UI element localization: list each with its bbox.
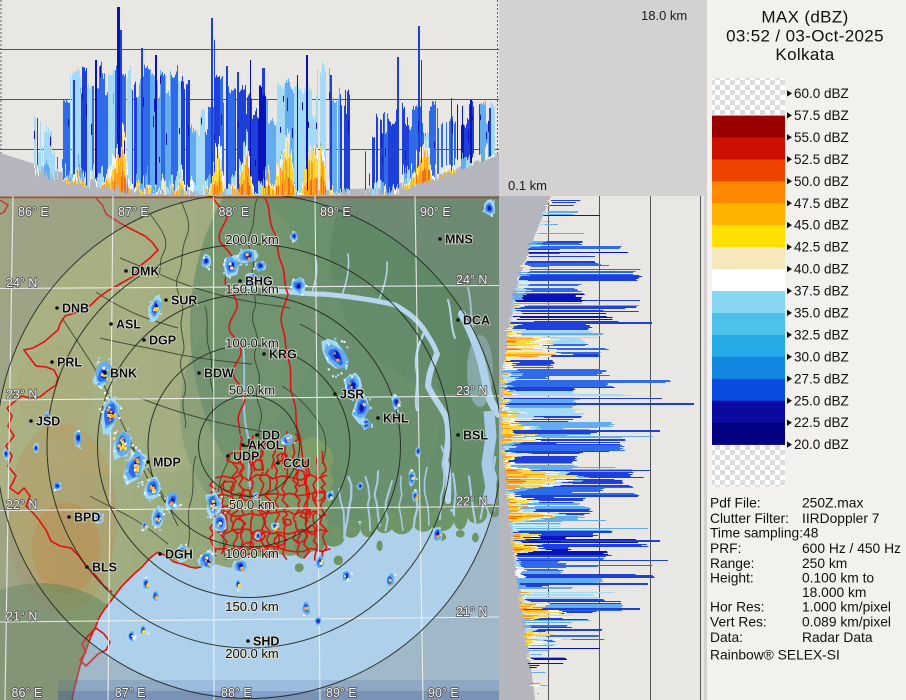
- svg-text:PRF:: PRF:: [710, 541, 741, 556]
- svg-text:DGP: DGP: [149, 334, 176, 348]
- svg-text:PRL: PRL: [57, 356, 82, 370]
- svg-text:86° E: 86° E: [18, 205, 49, 219]
- svg-text:88° E: 88° E: [221, 686, 252, 700]
- svg-text:DNB: DNB: [62, 302, 89, 316]
- svg-text:Radar Data: Radar Data: [802, 630, 873, 645]
- svg-text:18.0 km: 18.0 km: [641, 8, 687, 23]
- svg-text:23° N: 23° N: [456, 384, 487, 398]
- svg-text:Pdf File:: Pdf File:: [710, 496, 761, 511]
- svg-text:47.5 dBZ: 47.5 dBZ: [794, 196, 849, 211]
- svg-text:24° N: 24° N: [6, 276, 37, 290]
- svg-text:Clutter Filter:: Clutter Filter:: [710, 511, 789, 526]
- svg-text:Time sampling:48: Time sampling:48: [710, 526, 819, 541]
- svg-text:DCA: DCA: [463, 314, 490, 328]
- svg-text:32.5 dBZ: 32.5 dBZ: [794, 328, 849, 343]
- svg-text:1.000 km/pixel: 1.000 km/pixel: [802, 600, 891, 615]
- svg-text:100.0 km: 100.0 km: [225, 336, 278, 351]
- svg-text:600 Hz / 450 Hz: 600 Hz / 450 Hz: [802, 541, 901, 556]
- svg-text:87° E: 87° E: [115, 686, 146, 700]
- svg-text:250 km: 250 km: [802, 556, 847, 571]
- svg-text:BPD: BPD: [74, 511, 100, 525]
- svg-text:BHG: BHG: [245, 275, 273, 289]
- svg-text:JSD: JSD: [36, 415, 60, 429]
- svg-text:IIRDoppler 7: IIRDoppler 7: [802, 511, 879, 526]
- svg-text:DD: DD: [262, 429, 280, 443]
- svg-text:37.5 dBZ: 37.5 dBZ: [794, 284, 849, 299]
- svg-text:250Z.max: 250Z.max: [802, 496, 863, 511]
- svg-text:BLS: BLS: [92, 561, 117, 575]
- svg-text:30.0 dBZ: 30.0 dBZ: [794, 349, 849, 364]
- svg-text:MDP: MDP: [153, 456, 181, 470]
- svg-text:03:52 / 03-Oct-2025: 03:52 / 03-Oct-2025: [726, 27, 884, 46]
- svg-text:40.0 dBZ: 40.0 dBZ: [794, 262, 849, 277]
- svg-text:90° E: 90° E: [420, 205, 451, 219]
- svg-text:27.5 dBZ: 27.5 dBZ: [794, 371, 849, 386]
- svg-text:DGH: DGH: [165, 548, 193, 562]
- svg-text:52.5 dBZ: 52.5 dBZ: [794, 152, 849, 167]
- svg-text:45.0 dBZ: 45.0 dBZ: [794, 218, 849, 233]
- svg-text:KRG: KRG: [269, 348, 297, 362]
- svg-text:200.0 km: 200.0 km: [225, 232, 278, 247]
- svg-text:Range:: Range:: [710, 556, 755, 571]
- svg-text:ASL: ASL: [116, 318, 141, 332]
- svg-text:MAX (dBZ): MAX (dBZ): [761, 8, 848, 27]
- svg-text:88° E: 88° E: [219, 205, 250, 219]
- svg-text:90° E: 90° E: [428, 686, 459, 700]
- svg-text:87° E: 87° E: [118, 205, 149, 219]
- svg-text:DMK: DMK: [131, 265, 159, 279]
- svg-text:150.0 km: 150.0 km: [225, 282, 278, 297]
- svg-text:BSL: BSL: [463, 429, 488, 443]
- svg-text:50.0 km: 50.0 km: [229, 497, 275, 512]
- svg-text:42.5 dBZ: 42.5 dBZ: [794, 240, 849, 255]
- svg-text:JSR: JSR: [340, 388, 364, 402]
- svg-text:MNS: MNS: [445, 233, 473, 247]
- svg-text:0.1 km: 0.1 km: [508, 178, 547, 193]
- svg-text:KHL: KHL: [383, 412, 409, 426]
- svg-text:CCU: CCU: [283, 457, 310, 471]
- svg-text:150.0 km: 150.0 km: [225, 599, 278, 614]
- svg-text:89° E: 89° E: [320, 205, 351, 219]
- svg-text:86° E: 86° E: [12, 686, 43, 700]
- svg-text:22° N: 22° N: [6, 498, 37, 512]
- svg-text:55.0 dBZ: 55.0 dBZ: [794, 130, 849, 145]
- svg-text:UDP: UDP: [233, 450, 259, 464]
- svg-text:Height:: Height:: [710, 571, 754, 586]
- svg-text:20.0 dBZ: 20.0 dBZ: [794, 437, 849, 452]
- svg-text:BNK: BNK: [110, 367, 137, 381]
- svg-text:SUR: SUR: [171, 294, 197, 308]
- svg-text:Kolkata: Kolkata: [775, 45, 834, 64]
- svg-text:Vert Res:: Vert Res:: [710, 615, 767, 630]
- svg-text:Hor Res:: Hor Res:: [710, 600, 764, 615]
- svg-text:50.0 dBZ: 50.0 dBZ: [794, 174, 849, 189]
- svg-text:18.000 km: 18.000 km: [802, 585, 866, 600]
- svg-text:21° N: 21° N: [456, 605, 487, 619]
- svg-text:200.0 km: 200.0 km: [225, 646, 278, 661]
- svg-text:AKOL: AKOL: [248, 439, 284, 453]
- svg-text:25.0 dBZ: 25.0 dBZ: [794, 393, 849, 408]
- svg-text:Data:: Data:: [710, 630, 743, 645]
- svg-text:35.0 dBZ: 35.0 dBZ: [794, 306, 849, 321]
- svg-text:50.0 km: 50.0 km: [229, 383, 275, 398]
- svg-text:57.5 dBZ: 57.5 dBZ: [794, 108, 849, 123]
- svg-text:100.0 km: 100.0 km: [225, 546, 278, 561]
- svg-text:0.089 km/pixel: 0.089 km/pixel: [802, 615, 891, 630]
- svg-text:SHD: SHD: [253, 635, 279, 649]
- svg-text:89° E: 89° E: [326, 686, 357, 700]
- svg-text:Rainbow® SELEX-SI: Rainbow® SELEX-SI: [710, 648, 840, 663]
- svg-text:22.5 dBZ: 22.5 dBZ: [794, 415, 849, 430]
- svg-text:23° N: 23° N: [6, 388, 37, 402]
- svg-text:0.100 km to: 0.100 km to: [802, 571, 874, 586]
- svg-text:60.0 dBZ: 60.0 dBZ: [794, 86, 849, 101]
- svg-text:BDW: BDW: [204, 367, 234, 381]
- svg-text:22° N: 22° N: [456, 495, 487, 509]
- svg-text:21° N: 21° N: [6, 610, 37, 624]
- svg-text:24° N: 24° N: [456, 273, 487, 287]
